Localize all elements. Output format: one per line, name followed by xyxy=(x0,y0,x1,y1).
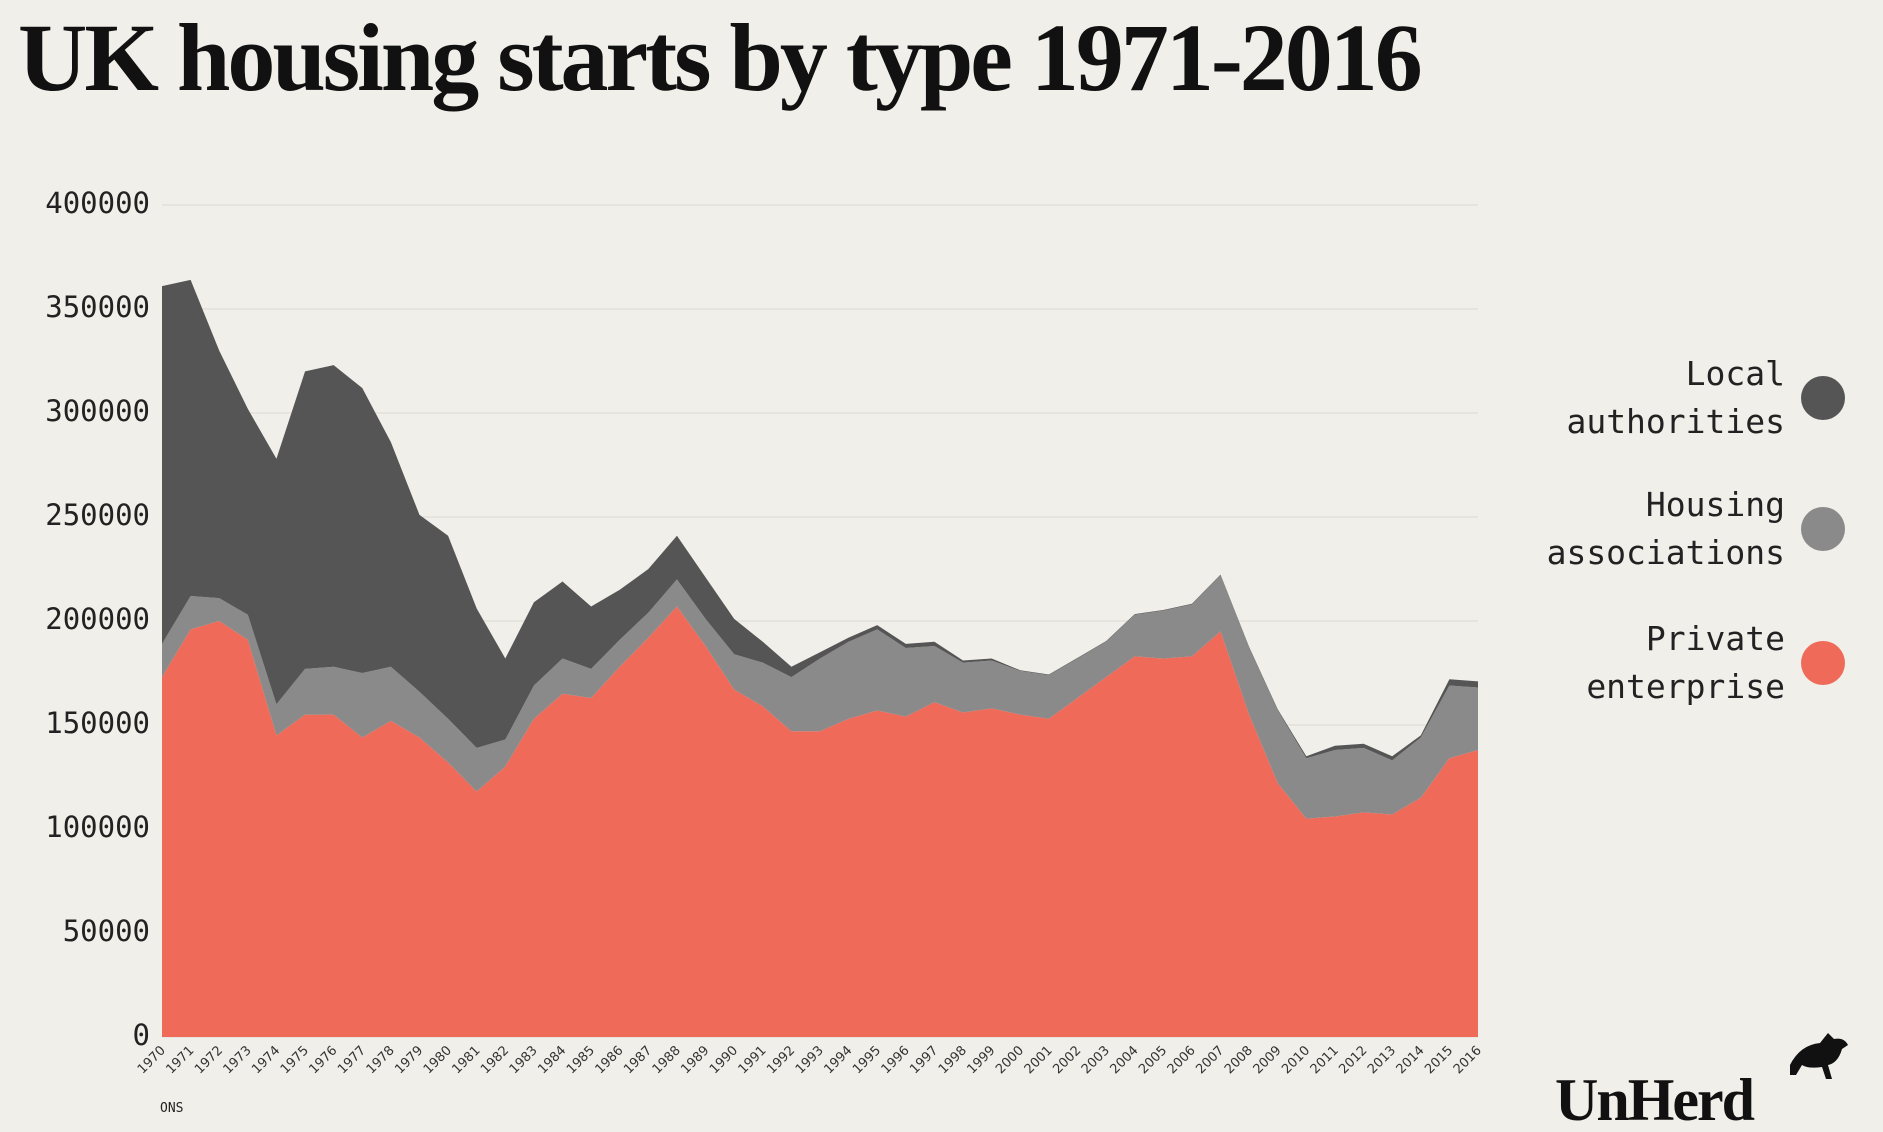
y-tick-label: 50000 xyxy=(63,914,150,948)
x-tick-label: 1972 xyxy=(192,1043,226,1077)
x-tick-label: 1997 xyxy=(907,1043,941,1077)
area xyxy=(162,279,1478,761)
x-tick-label: 1987 xyxy=(621,1043,655,1077)
y-tick-label: 100000 xyxy=(45,810,150,844)
x-tick-label: 2008 xyxy=(1222,1043,1256,1077)
x-tick-label: 1971 xyxy=(163,1043,197,1077)
x-tick-label: 1985 xyxy=(564,1043,598,1077)
legend-swatch xyxy=(1801,507,1845,551)
x-tick-label: 1998 xyxy=(936,1043,970,1077)
logo: UnHerd xyxy=(1555,1067,1755,1132)
area xyxy=(162,575,1478,819)
x-tick-label: 1976 xyxy=(306,1043,340,1077)
source: ONS xyxy=(160,1101,183,1116)
x-tick-label: 1991 xyxy=(736,1043,770,1077)
x-tick-label: 1988 xyxy=(650,1043,684,1077)
y-tick-label: 150000 xyxy=(45,706,150,740)
x-tick-label: 1975 xyxy=(278,1043,312,1077)
y-tick-label: 400000 xyxy=(45,186,150,220)
x-tick-label: 2002 xyxy=(1050,1043,1084,1077)
x-tick-label: 1993 xyxy=(793,1043,827,1077)
x-tick-label: 1995 xyxy=(850,1043,884,1077)
x-tick-label: 1996 xyxy=(879,1043,913,1077)
area xyxy=(162,606,1478,1037)
x-tick-label: 2005 xyxy=(1136,1043,1170,1077)
x-tick-label: 1980 xyxy=(421,1043,455,1077)
x-tick-label: 1979 xyxy=(392,1043,426,1077)
legend-swatch xyxy=(1801,376,1845,420)
x-tick-label: 1973 xyxy=(221,1043,255,1077)
y-tick-label: 350000 xyxy=(45,290,150,324)
y-tick-label: 300000 xyxy=(45,394,150,428)
x-tick-label: 2009 xyxy=(1251,1043,1285,1077)
x-tick-label: 2012 xyxy=(1336,1043,1370,1077)
y-tick-label: 0 xyxy=(133,1018,150,1052)
x-tick-label: 1984 xyxy=(535,1043,569,1077)
x-tick-label: 1981 xyxy=(450,1043,484,1077)
legend-label: Local authorities xyxy=(1566,354,1785,441)
x-tick-label: 1994 xyxy=(821,1043,855,1077)
logo-icon xyxy=(1790,1033,1848,1079)
x-tick-label: 2016 xyxy=(1451,1043,1485,1077)
x-tick-label: 1989 xyxy=(678,1043,712,1077)
x-tick-label: 1982 xyxy=(478,1043,512,1077)
x-tick-label: 2013 xyxy=(1365,1043,1399,1077)
x-tick-label: 2006 xyxy=(1165,1043,1199,1077)
x-tick-label: 2010 xyxy=(1279,1043,1313,1077)
x-tick-label: 1992 xyxy=(764,1043,798,1077)
x-tick-label: 1977 xyxy=(335,1043,369,1077)
x-tick-label: 2003 xyxy=(1079,1043,1113,1077)
x-tick-label: 2007 xyxy=(1193,1043,1227,1077)
legend-swatch xyxy=(1801,641,1845,685)
x-tick-label: 2000 xyxy=(993,1043,1027,1077)
x-tick-label: 1978 xyxy=(364,1043,398,1077)
x-tick-label: 1990 xyxy=(707,1043,741,1077)
legend-label: Private enterprise xyxy=(1586,619,1785,706)
legend-label: Housing associations xyxy=(1546,485,1785,572)
x-tick-label: 1986 xyxy=(593,1043,627,1077)
x-tick-label: 2004 xyxy=(1108,1043,1142,1077)
chart-title: UK housing starts by type 1971-2016 xyxy=(18,4,1421,111)
x-tick-label: 2014 xyxy=(1394,1043,1428,1077)
x-tick-label: 1974 xyxy=(249,1043,283,1077)
x-tick-label: 2001 xyxy=(1022,1043,1056,1077)
y-tick-label: 250000 xyxy=(45,498,150,532)
x-tick-label: 1999 xyxy=(964,1043,998,1077)
y-tick-label: 200000 xyxy=(45,602,150,636)
x-tick-label: 1983 xyxy=(507,1043,541,1077)
x-tick-label: 2011 xyxy=(1308,1043,1342,1077)
x-tick-label: 2015 xyxy=(1422,1043,1456,1077)
